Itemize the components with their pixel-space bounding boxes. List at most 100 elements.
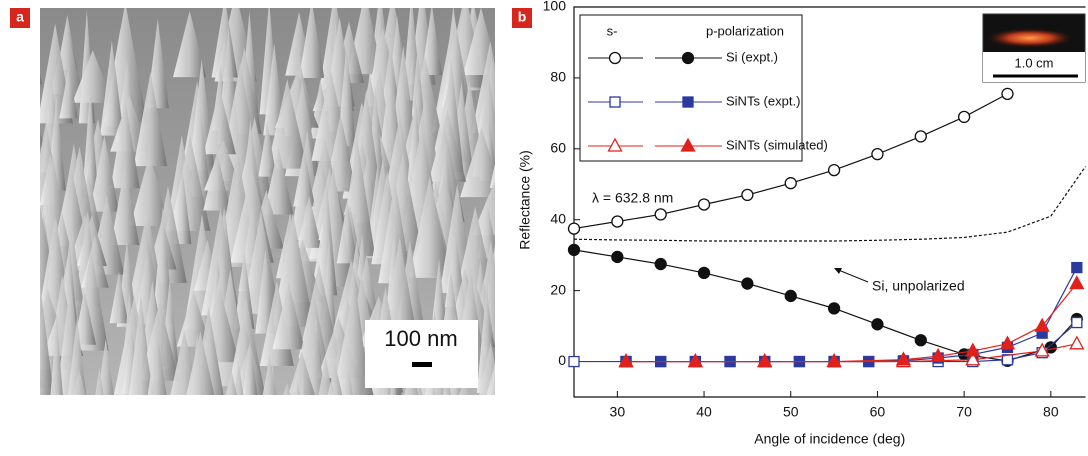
marker [607,137,623,152]
panel-a-label: a [16,9,24,25]
y-axis-label: Reflectance (%) [517,150,533,250]
sem-spike [130,153,169,227]
marker [611,250,624,264]
x-tick-label: 40 [696,404,712,420]
marker [914,130,927,143]
annotation-arrow [835,268,869,283]
marker [1001,87,1014,101]
y-tick-label: 0 [558,352,566,368]
marker [1034,342,1050,357]
marker [567,222,581,235]
sem-spike [318,355,333,395]
axes-frame [573,6,1086,398]
legend-header: p-polarization [706,23,784,38]
scale-bar-label: 100 nm [384,326,457,351]
sem-spike [109,271,129,324]
marker [784,177,797,190]
legend-label: Si (expt.) [726,49,778,64]
sem-spike [40,282,54,395]
marker [965,351,981,366]
sem-spike [295,380,300,395]
sem-spike [431,381,436,395]
sem-spike [316,183,338,296]
sem-spike [203,88,236,155]
y-tick-label: 20 [550,281,566,297]
sem-spike [73,291,97,345]
sem-spike [233,361,244,395]
sem-spike [82,87,99,197]
marker [999,335,1016,350]
sem-spike [491,83,495,97]
sem-spike [186,331,215,395]
sem-spike [337,42,356,147]
marker [567,243,581,257]
arrowhead [834,268,842,274]
marker [895,351,912,366]
sem-spike [491,378,495,395]
marker [682,96,694,108]
sem-spike [133,72,168,167]
y-tick-label: 40 [550,210,566,226]
sem-spike [72,50,114,103]
marker [609,96,621,108]
marker [757,353,773,368]
marker [681,51,695,65]
marker [930,347,946,362]
marker [697,198,711,211]
x-tick-label: 30 [610,404,626,420]
sem-spike [203,151,231,211]
sem-spike [336,200,358,264]
sem-spike [288,351,315,395]
sem-spike [460,127,495,198]
legend-box [579,14,803,162]
sem-spike [267,79,308,169]
sem-spike [72,370,86,395]
sem-spike [59,67,78,119]
x-tick-label: 70 [956,404,972,420]
x-axis-label: Angle of incidence (deg) [754,431,905,447]
panel-b-badge [512,8,532,28]
marker [871,147,884,161]
sem-spike [263,43,286,136]
scale-box [365,320,478,388]
marker [1071,261,1083,274]
marker [741,188,754,202]
sem-texture [40,8,495,395]
x-tick-label: 80 [1043,404,1059,420]
sem-spike [128,319,154,395]
sem-spike [258,121,277,177]
sem-spike [272,212,314,327]
sem-spike [408,176,451,277]
marker [568,355,580,368]
marker [741,277,754,290]
marker [965,342,981,357]
sem-spike [293,148,316,207]
plot: 0 20 40 60 80 100 30 40 50 60 70 80 Angle of inciden… [517,0,1086,447]
marker [1071,316,1083,329]
marker [687,353,703,368]
sem-spike [300,358,307,395]
marker [957,110,971,124]
reference-line [573,166,1086,242]
marker [827,163,841,177]
marker [871,318,884,331]
x-tick-label: 60 [870,404,886,420]
marker [611,215,624,228]
marker [654,257,667,271]
series-line [626,283,1078,363]
marker [1069,275,1085,290]
marker [827,302,841,315]
x-tick-label: 50 [783,404,799,420]
marker [1069,335,1085,350]
sem-spike [50,316,63,395]
sem-spike [89,135,119,212]
sem-spike [140,301,180,381]
sem-spike [255,248,276,334]
marker [654,208,667,221]
scale-bar [412,362,432,367]
sem-spike [242,211,280,314]
marker [826,353,842,368]
sem-spike [263,147,294,215]
legend-header: s- [607,23,618,38]
sem-spike [299,8,325,78]
